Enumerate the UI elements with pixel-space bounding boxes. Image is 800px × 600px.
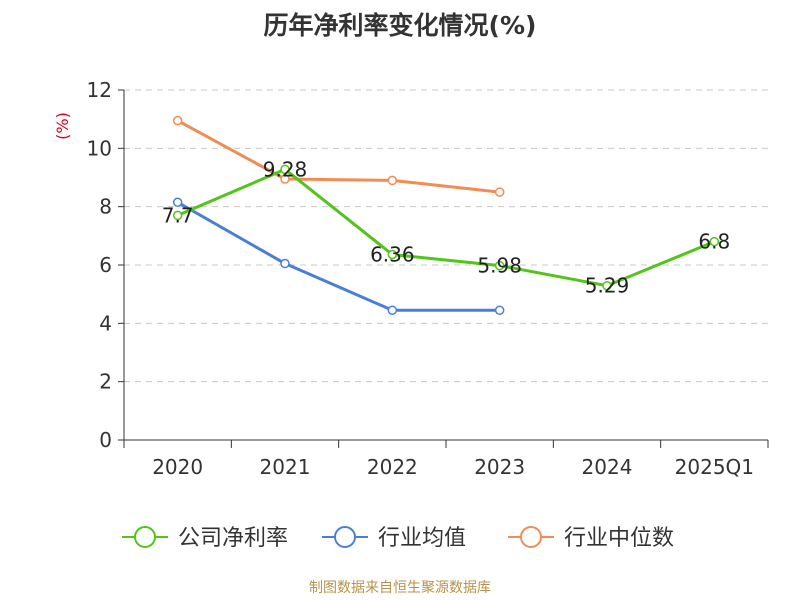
legend-marker [334,526,356,548]
data-point [280,174,290,184]
y-tick-label: 6 [99,253,112,277]
x-tick-label: 2020 [152,455,203,479]
data-point [494,187,505,197]
data-point [494,260,505,271]
data-point [172,197,183,208]
y-tick-label: 8 [99,195,112,219]
legend-item[interactable]: 公司净利率 [122,526,288,551]
series-line [176,119,500,194]
source-note: 制图数据来自恒生聚源数据库 [309,580,491,596]
series-line [176,200,500,312]
legend-label: 行业中位数 [564,526,674,551]
y-tick-label: 0 [99,428,112,452]
legend-item[interactable]: 行业均值 [322,526,466,551]
legend-marker [134,526,156,548]
axes: 0 2 4 6 8 10 12 2020 2021 2022 2023 2024 2025Q1 [87,78,769,479]
legend-label: 公司净利率 [178,526,288,551]
y-tick-label: 10 [87,136,112,160]
data-label: 5.98 [477,254,522,278]
data-point [280,258,290,269]
y-tick-label: 2 [99,370,112,394]
data-point [387,305,398,315]
chart-title: 历年净利率变化情况(%) [263,11,537,40]
data-point [387,175,398,186]
data-point [172,210,183,221]
legend-marker [520,526,542,548]
legend-label: 行业均值 [378,526,466,551]
series-layer [172,115,720,315]
data-point [602,280,612,291]
grid-lines [124,89,768,383]
x-tick-label: 2021 [260,455,311,479]
data-label: 6.8 [698,230,730,254]
x-tick-label: 2024 [582,455,633,479]
data-point [280,164,290,175]
data-point [387,249,398,260]
legend-item[interactable]: 行业中位数 [508,526,674,551]
y-tick-label: 4 [99,311,112,335]
data-label: 9.28 [263,157,308,181]
x-tick-label: 2022 [367,455,418,479]
data-point [709,236,720,247]
y-tick-label: 12 [87,78,112,102]
data-point [172,115,183,126]
data-labels: 7.7 9.28 6.36 5.98 5.29 6.8 [162,157,730,297]
x-tick-label: 2025Q1 [675,455,754,479]
data-label: 5.29 [585,274,630,298]
y-axis-label: (%) [53,112,72,140]
data-point [494,305,505,315]
data-label: 6.36 [370,243,415,267]
legend[interactable]: 公司净利率 行业均值 行业中位数 [122,526,674,551]
x-tick-label: 2023 [474,455,525,479]
series-line [177,167,715,288]
data-label: 7.7 [162,203,194,227]
